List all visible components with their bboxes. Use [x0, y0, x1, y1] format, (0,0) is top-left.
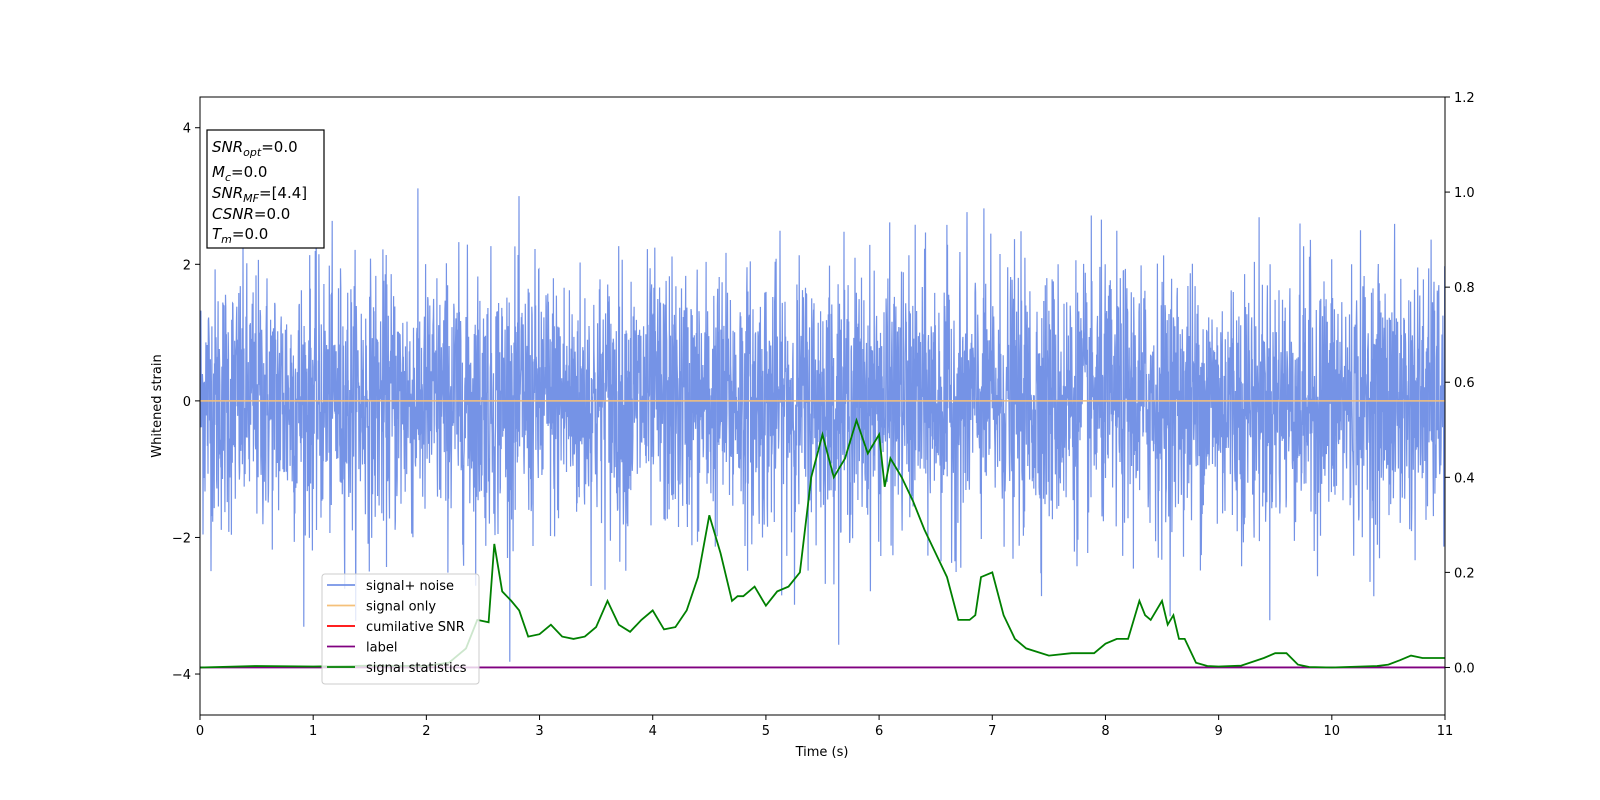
info-box: SNRopt=0.0 Mc=0.0 SNRMF=[4.4] CSNR=0.0 T… — [206, 129, 325, 249]
y-left-tick-label: 0 — [183, 395, 191, 410]
y-right-tick-label: 0.2 — [1454, 566, 1475, 581]
info-mc: Mc=0.0 — [212, 163, 267, 184]
x-tick-label: 6 — [875, 724, 883, 739]
y-right-tick-label: 0.8 — [1454, 281, 1475, 296]
info-tm: Tm=0.0 — [212, 225, 268, 246]
y-left-tick-label: 4 — [183, 122, 191, 137]
y-axis-left: 4 2 0 −2 −4 — [172, 122, 200, 683]
legend-label: signal statistics — [366, 661, 467, 676]
y-left-tick-label: −4 — [172, 668, 191, 683]
y-right-tick-label: 1.0 — [1454, 186, 1475, 201]
x-tick-label: 4 — [649, 724, 657, 739]
info-box-frame — [206, 129, 325, 249]
x-axis-label: Time (s) — [795, 745, 849, 760]
x-tick-label: 8 — [1101, 724, 1109, 739]
info-snr-mf: SNRMF=[4.4] — [212, 184, 307, 205]
x-tick-label: 5 — [762, 724, 770, 739]
legend-label: signal+ noise — [366, 579, 454, 594]
x-tick-label: 0 — [196, 724, 204, 739]
plot-frame — [199, 96, 1446, 716]
y-right-tick-label: 0.4 — [1454, 471, 1475, 486]
y-right-tick-label: 1.2 — [1454, 91, 1475, 106]
x-tick-label: 2 — [422, 724, 430, 739]
x-tick-label: 1 — [309, 724, 317, 739]
info-snr-opt: SNRopt=0.0 — [212, 138, 298, 159]
legend-label: signal only — [366, 600, 436, 615]
series-signal-statistics-line — [200, 417, 1445, 669]
series-signal-noise-line — [200, 188, 1445, 662]
legend-label: cumilative SNR — [366, 620, 465, 635]
legend: signal+ noise signal only cumilative SNR la… — [321, 573, 480, 685]
y-right-tick-label: 0.0 — [1454, 661, 1475, 676]
y-left-tick-label: 2 — [183, 258, 191, 273]
x-tick-label: 9 — [1214, 724, 1222, 739]
y-right-tick-label: 0.6 — [1454, 376, 1475, 391]
y-axis-label: Whitened strain — [150, 354, 165, 457]
legend-label: label — [366, 641, 397, 656]
y-axis-right: 1.2 1.0 0.8 0.6 0.4 0.2 0.0 — [1445, 91, 1475, 676]
x-tick-label: 11 — [1437, 724, 1454, 739]
x-axis: 0 1 2 3 4 5 6 7 8 9 10 11 — [196, 715, 1453, 739]
x-tick-label: 7 — [988, 724, 996, 739]
y-left-tick-label: −2 — [172, 531, 191, 546]
x-tick-label: 10 — [1324, 724, 1341, 739]
legend-frame — [321, 573, 480, 685]
info-csnr: CSNR=0.0 — [212, 205, 290, 223]
x-tick-label: 3 — [535, 724, 543, 739]
